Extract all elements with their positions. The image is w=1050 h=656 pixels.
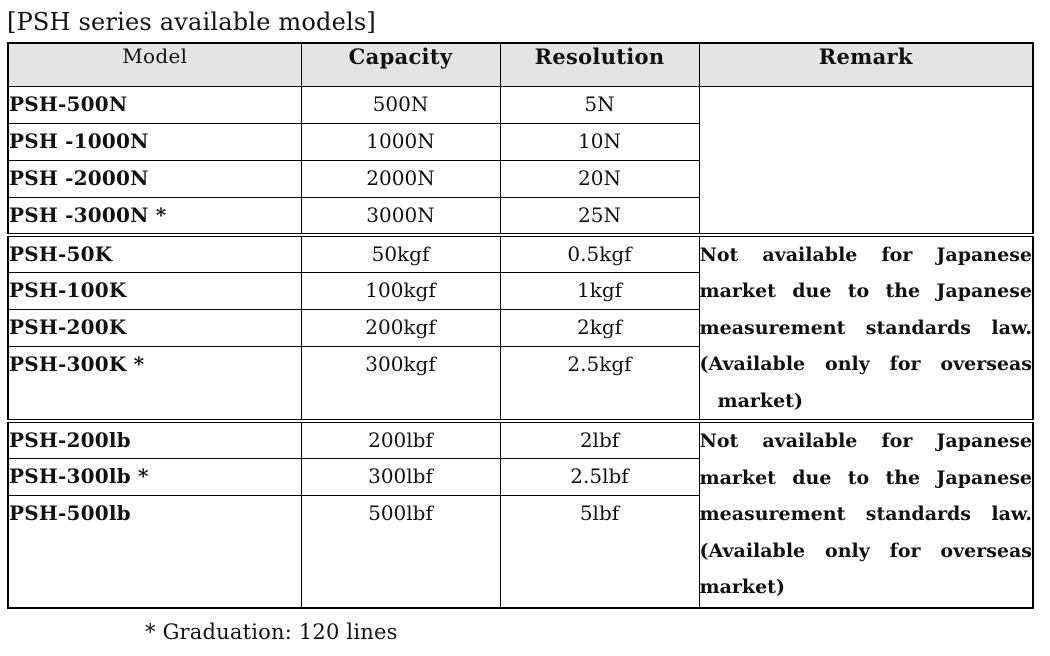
remark-text-line: Not available for Japanese	[699, 430, 1032, 452]
remark-text-line: market)	[699, 576, 785, 598]
capacity-cell: 200lbf	[300, 419, 501, 459]
model-cell: PSH-200K	[7, 308, 302, 348]
remark-cell: Not available for Japanese market due to…	[698, 419, 1034, 608]
resolution-cell: 2.5kgf	[499, 346, 700, 422]
model-cell: PSH -3000N *	[7, 196, 302, 235]
table-header: Model Capacity Resolution Remark	[7, 42, 1034, 87]
capacity-cell: 50kgf	[300, 232, 501, 273]
model-cell: PSH -1000N	[7, 122, 302, 161]
model-cell: PSH-500lb	[7, 495, 302, 608]
model-cell: PSH-50K	[7, 232, 302, 273]
model-cell: PSH-300K *	[7, 346, 302, 422]
resolution-cell: 25N	[499, 196, 700, 235]
resolution-cell: 10N	[499, 122, 700, 161]
page-title: [PSH series available models]	[7, 8, 376, 36]
model-cell: PSH -2000N	[7, 159, 302, 198]
table-row: PSH -1000N 1000N 10N	[7, 122, 1033, 161]
table-row: PSH-200K 200kgf 2kgf	[7, 308, 1033, 348]
group-newton-models: PSH-500N 500N 5N PSH -1000N 1000N 10N PS…	[7, 85, 1034, 235]
capacity-cell: 300lbf	[300, 458, 501, 496]
capacity-cell: 200kgf	[300, 308, 501, 348]
resolution-cell: 2kgf	[499, 308, 700, 348]
capacity-cell: 500lbf	[300, 495, 501, 608]
model-cell: PSH-200lb	[7, 419, 302, 459]
remark-text-line: market due to the Japanese	[699, 466, 1032, 489]
header-remark: Remark	[698, 42, 1034, 87]
capacity-cell: 500N	[300, 85, 501, 124]
resolution-cell: 5lbf	[499, 495, 700, 608]
model-cell: PSH-300lb *	[7, 458, 302, 496]
capacity-cell: 2000N	[300, 159, 501, 198]
remark-text-line: market)	[717, 389, 803, 412]
resolution-cell: 20N	[499, 159, 700, 198]
model-cell: PSH-500N	[7, 85, 302, 124]
table-row: PSH-500N 500N 5N	[7, 85, 1034, 235]
header-model: Model	[7, 42, 302, 87]
model-cell: PSH-100K	[7, 271, 302, 310]
header-row: Model Capacity Resolution Remark	[7, 42, 1034, 87]
capacity-cell: 300kgf	[300, 346, 501, 422]
remark-text-line: market due to the Japanese	[699, 280, 1032, 302]
models-table: Model Capacity Resolution Remark PSH-500…	[7, 42, 1034, 609]
table-row: PSH-100K 100kgf 1kgf	[7, 271, 1033, 310]
table-row: PSH -2000N 2000N 20N	[7, 159, 1033, 198]
resolution-cell: 2.5lbf	[499, 458, 700, 496]
capacity-cell: 1000N	[300, 122, 501, 161]
header-capacity: Capacity	[300, 42, 501, 87]
table-row: PSH-300K * 300kgf 2.5kgf	[7, 346, 1033, 422]
group-kgf-models: PSH-50K 50kgf 0.5kgf Not available for J…	[7, 232, 1034, 422]
remark-text-line: measurement standards law.	[699, 316, 1032, 339]
graduation-footnote: * Graduation: 120 lines	[145, 619, 398, 644]
capacity-cell: 100kgf	[300, 271, 501, 310]
resolution-cell: 5N	[499, 85, 700, 124]
remark-text-line: Not available for Japanese	[699, 243, 1032, 266]
remark-text-line: (Available only for overseas	[699, 539, 1032, 562]
table-row: PSH-500lb 500lbf 5lbf	[7, 495, 1033, 608]
header-resolution: Resolution	[499, 42, 700, 87]
resolution-cell: 1kgf	[499, 271, 700, 310]
table-row: PSH-300lb * 300lbf 2.5lbf	[7, 458, 1033, 496]
remark-text-line: (Available only for overseas	[699, 353, 1032, 375]
table-row: PSH-200lb 200lbf 2lbf Not available for …	[7, 419, 1034, 608]
remark-cell-empty	[698, 85, 1034, 235]
capacity-cell: 3000N	[300, 196, 501, 235]
resolution-cell: 2lbf	[499, 419, 700, 459]
remark-text-line: measurement standards law.	[699, 503, 1032, 525]
remark-cell: Not available for Japanese market due to…	[698, 232, 1034, 422]
group-lbf-models: PSH-200lb 200lbf 2lbf Not available for …	[7, 419, 1034, 608]
resolution-cell: 0.5kgf	[499, 232, 700, 273]
table-row: PSH-50K 50kgf 0.5kgf Not available for J…	[7, 232, 1034, 422]
